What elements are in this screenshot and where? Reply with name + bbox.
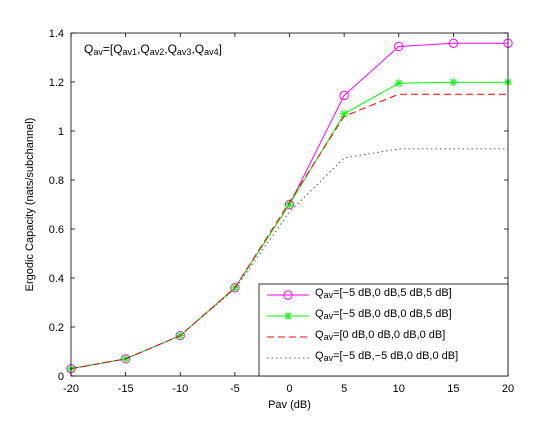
data-point	[448, 38, 459, 48]
legend-item: Qav=[−5 dB,0 dB,5 dB,5 dB]	[267, 287, 452, 300]
legend-item: Qav=[−5 dB,0 dB,0 dB,5 dB]	[267, 308, 452, 321]
legend-label: Qav=[−5 dB,0 dB,5 dB,5 dB]	[315, 287, 452, 300]
text-part: Q	[84, 42, 93, 56]
data-point	[339, 109, 349, 119]
marker-stroke	[284, 312, 292, 320]
y-axis-ticks: 0 0.2 0.4 0.6 0.8 1 1.2 1.4	[49, 28, 508, 383]
x-tick-label: -20	[63, 383, 79, 395]
subscript-text: av3	[177, 47, 192, 57]
x-tick-label: 20	[502, 383, 514, 395]
text-part: ]	[219, 42, 222, 56]
y-tick-label: 0.4	[49, 273, 64, 285]
text-part: Q	[315, 329, 324, 341]
y-tick-label: 0.8	[49, 175, 64, 187]
annotation: Qav=[Qav1,Qav2,Qav3,Qav4]	[84, 42, 222, 57]
subscript-text: av	[93, 47, 103, 57]
subscript-text: av2	[150, 47, 165, 57]
x-tick-label: -10	[172, 383, 188, 395]
x-axis-label: Pav (dB)	[268, 399, 311, 411]
subscript-text: av	[324, 311, 334, 321]
y-axis-label: Ergodic Capacity (nats/subchannel)	[24, 118, 36, 292]
y-tick-label: 0.6	[49, 224, 64, 236]
text-part: Q	[315, 308, 324, 320]
legend-item: Qav=[−5 dB,−5 dB,0 dB,0 dB]	[267, 350, 458, 363]
marker-stroke	[286, 201, 293, 208]
subscript-text: av	[324, 332, 334, 342]
legend-label: Qav=[−5 dB,0 dB,0 dB,5 dB]	[315, 308, 452, 321]
x-tick-label: 0	[286, 383, 292, 395]
y-tick-label: 0	[58, 371, 64, 383]
y-tick-label: 1	[58, 126, 64, 138]
x-tick-label: 5	[341, 383, 347, 395]
text-part: Q	[315, 287, 324, 299]
x-tick-label: 10	[393, 383, 405, 395]
text-part: ,Q	[191, 42, 204, 56]
y-tick-label: 0.2	[49, 322, 64, 334]
legend-box	[258, 283, 509, 377]
x-axis-ticks: -20 -15 -10 -5 0 5 10 15 20	[63, 33, 514, 395]
data-point	[394, 79, 403, 88]
text-part: =[0 dB,0 dB,0 dB,0 dB]	[333, 329, 445, 341]
text-part: ,Q	[137, 42, 150, 56]
subscript-text: av	[324, 290, 334, 300]
legend-label: Qav=[−5 dB,−5 dB,0 dB,0 dB]	[315, 350, 458, 363]
data-point	[283, 311, 293, 321]
x-tick-label: -15	[118, 383, 134, 395]
text-part: ,Q	[164, 42, 177, 56]
marker-stroke	[449, 78, 457, 86]
x-tick-label: -5	[230, 383, 240, 395]
series-3	[70, 93, 508, 370]
series-line	[70, 93, 508, 370]
text-part: =[−5 dB,−5 dB,0 dB,0 dB]	[333, 350, 458, 362]
text-part: =[−5 dB,0 dB,5 dB,5 dB]	[333, 287, 452, 299]
data-point	[394, 41, 404, 52]
x-tick-label: 15	[447, 383, 459, 395]
y-tick-label: 1.4	[49, 28, 64, 40]
text-part: =[Q	[103, 42, 123, 56]
legend-item: Qav=[0 dB,0 dB,0 dB,0 dB]	[267, 329, 445, 342]
marker-stroke	[340, 110, 348, 118]
text-part: Q	[315, 350, 324, 362]
subscript-text: av	[324, 353, 334, 363]
marker-stroke	[395, 79, 403, 87]
legend: Qav=[−5 dB,0 dB,5 dB,5 dB]Qav=[−5 dB,0 d…	[258, 283, 509, 377]
text-part: =[−5 dB,0 dB,0 dB,5 dB]	[333, 308, 452, 320]
subscript-text: av1	[123, 47, 138, 57]
legend-label: Qav=[0 dB,0 dB,0 dB,0 dB]	[315, 329, 445, 342]
data-point	[339, 90, 349, 101]
data-point	[283, 290, 293, 300]
subscript-text: av4	[204, 47, 219, 57]
y-tick-label: 1.2	[49, 77, 64, 89]
data-point	[449, 78, 458, 87]
